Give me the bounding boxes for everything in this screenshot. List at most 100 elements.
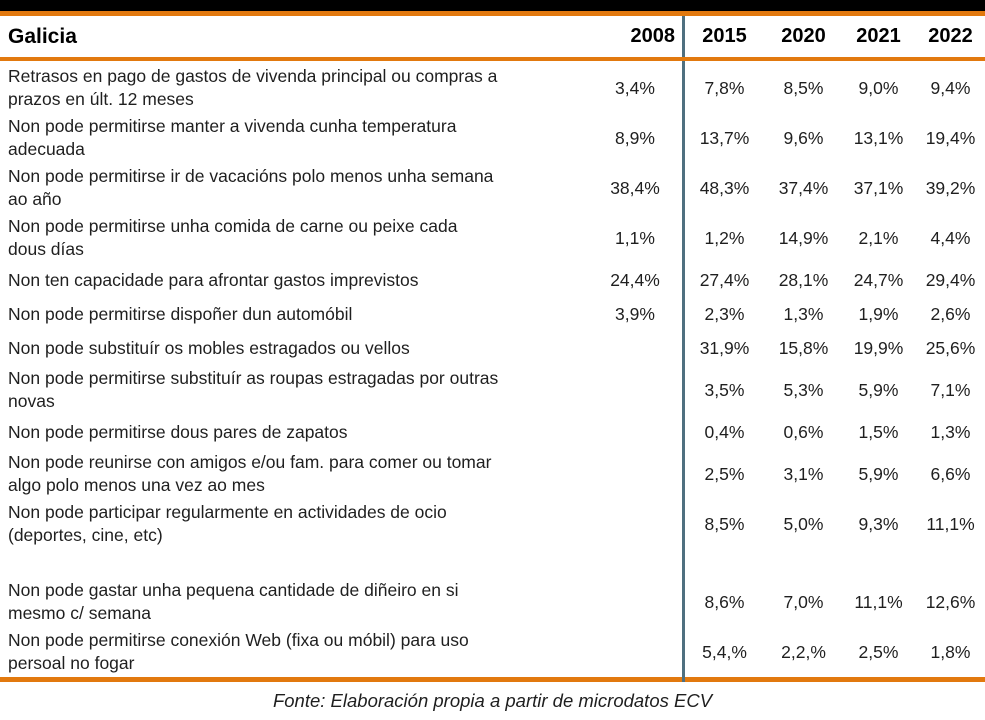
row-label: Non pode permitirse unha comida de carne… [8, 216, 458, 259]
cell-2021: 24,7% [853, 269, 904, 290]
statistics-table: Galicia 2008 2015 2020 2021 2022 Retraso… [0, 16, 985, 682]
table-row: Non pode permitirse dous pares de zapato… [0, 415, 985, 449]
cell-2022: 29,4% [925, 269, 976, 290]
cell-2021: 13,1% [853, 127, 904, 148]
cell-2020: 15,8% [778, 337, 829, 358]
cell-2022: 39,2% [925, 177, 976, 198]
cell-2015: 3,5% [704, 379, 745, 400]
table-row: Non pode permitirse manter a vivenda cun… [0, 113, 985, 163]
cell-2021: 1,5% [858, 421, 899, 442]
cell-2020: 8,5% [783, 77, 824, 98]
cell-2020: 0,6% [783, 421, 824, 442]
header-orange-border [0, 57, 985, 61]
table-row: Non pode permitirse ir de vacacións polo… [0, 163, 985, 213]
year-header-2020: 2020 [781, 25, 826, 47]
cell-2020: 7,0% [783, 591, 824, 612]
table-title: Galicia [8, 24, 77, 48]
cell-2022: 6,6% [930, 463, 971, 484]
table-row: Non pode substituír os mobles estragados… [0, 331, 985, 365]
cell-2020: 14,9% [778, 227, 829, 248]
cell-2008: 38,4% [610, 177, 660, 198]
row-label: Non ten capacidade para afrontar gastos … [8, 269, 419, 290]
cell-2020: 28,1% [778, 269, 829, 290]
cell-2015: 7,8% [704, 77, 745, 98]
cell-2020: 37,4% [778, 177, 829, 198]
cell-2021: 5,9% [858, 463, 899, 484]
cell-2021: 1,9% [858, 303, 899, 324]
row-label: Non pode gastar unha pequena cantidade d… [8, 580, 459, 623]
cell-2021: 9,3% [858, 513, 899, 534]
row-label: Retrasos en pago de gastos de vivenda pr… [8, 66, 498, 109]
cell-2015: 5,4,% [702, 641, 747, 662]
cell-2015: 8,6% [704, 591, 745, 612]
table-body: Retrasos en pago de gastos de vivenda pr… [0, 61, 985, 677]
cell-2020: 3,1% [783, 463, 824, 484]
cell-2008: 1,1% [615, 227, 655, 248]
cell-2022: 19,4% [925, 127, 976, 148]
cell-2015: 31,9% [699, 337, 750, 358]
source-caption: Fonte: Elaboración propia a partir de mi… [272, 690, 713, 711]
cell-2015: 0,4% [704, 421, 745, 442]
table-header-row: Galicia 2008 2015 2020 2021 2022 [0, 16, 985, 57]
cell-2015: 48,3% [699, 177, 750, 198]
table-row: Retrasos en pago de gastos de vivenda pr… [0, 63, 985, 113]
cell-2022: 11,1% [926, 513, 975, 534]
table-row: Non pode gastar unha pequena cantidade d… [0, 577, 985, 627]
table-row: Non pode permitirse conexión Web (fixa o… [0, 627, 985, 677]
row-label: Non pode reunirse con amigos e/ou fam. p… [8, 452, 492, 495]
cell-2021: 9,0% [858, 77, 899, 98]
cell-2022: 4,4% [930, 227, 971, 248]
cell-2015: 8,5% [704, 513, 745, 534]
row-label: Non pode permitirse dispoñer dun automób… [8, 303, 353, 324]
table-row: Non pode permitirse substituír as roupas… [0, 365, 985, 415]
year-header-2022: 2022 [928, 25, 973, 47]
column-divider-line [682, 16, 685, 682]
cell-2008: 8,9% [615, 127, 655, 148]
cell-2021: 5,9% [858, 379, 899, 400]
cell-2021: 19,9% [853, 337, 904, 358]
cell-2021: 2,1% [858, 227, 899, 248]
table-row: Non pode permitirse dispoñer dun automób… [0, 297, 985, 331]
cell-2015: 13,7% [699, 127, 750, 148]
cell-2020: 9,6% [783, 127, 824, 148]
cell-2015: 2,5% [704, 463, 745, 484]
cell-2022: 9,4% [930, 77, 971, 98]
year-header-2021: 2021 [856, 25, 901, 47]
caption-row: Fonte: Elaboración propia a partir de mi… [0, 682, 985, 712]
row-label: Non pode permitirse ir de vacacións polo… [8, 166, 494, 209]
top-black-bar [0, 0, 985, 11]
table-row: Non pode permitirse unha comida de carne… [0, 213, 985, 263]
cell-2022: 1,3% [930, 421, 971, 442]
table-row: Non pode participar regularmente en acti… [0, 499, 985, 549]
cell-2020: 1,3% [783, 303, 824, 324]
cell-2008: 3,9% [615, 303, 655, 324]
row-label: Non pode permitirse dous pares de zapato… [8, 421, 348, 442]
cell-2020: 5,0% [783, 513, 824, 534]
year-header-2008: 2008 [630, 25, 676, 47]
table-row: Non ten capacidade para afrontar gastos … [0, 263, 985, 297]
cell-2021: 11,1% [854, 591, 903, 612]
cell-2008: 24,4% [610, 269, 660, 290]
bottom-orange-border [0, 677, 985, 682]
row-label: Non pode substituír os mobles estragados… [8, 337, 410, 358]
cell-2022: 1,8% [930, 641, 971, 662]
cell-2022: 2,6% [930, 303, 971, 324]
row-label: Non pode permitirse manter a vivenda cun… [8, 116, 457, 159]
year-header-2015: 2015 [702, 25, 747, 47]
cell-2022: 7,1% [930, 379, 971, 400]
cell-2015: 1,2% [704, 227, 745, 248]
cell-2008: 3,4% [615, 77, 655, 98]
cell-2021: 37,1% [853, 177, 904, 198]
table-row: Non pode reunirse con amigos e/ou fam. p… [0, 449, 985, 499]
top-orange-border [0, 11, 985, 16]
cell-2015: 27,4% [699, 269, 750, 290]
cell-2021: 2,5% [858, 641, 899, 662]
cell-2015: 2,3% [704, 303, 745, 324]
cell-2022: 25,6% [925, 337, 976, 358]
cell-2020: 2,2,% [781, 641, 826, 662]
row-label: Non pode permitirse substituír as roupas… [8, 368, 499, 411]
cell-2020: 5,3% [783, 379, 824, 400]
row-label: Non pode participar regularmente en acti… [8, 502, 447, 545]
row-label: Non pode permitirse conexión Web (fixa o… [8, 630, 469, 673]
